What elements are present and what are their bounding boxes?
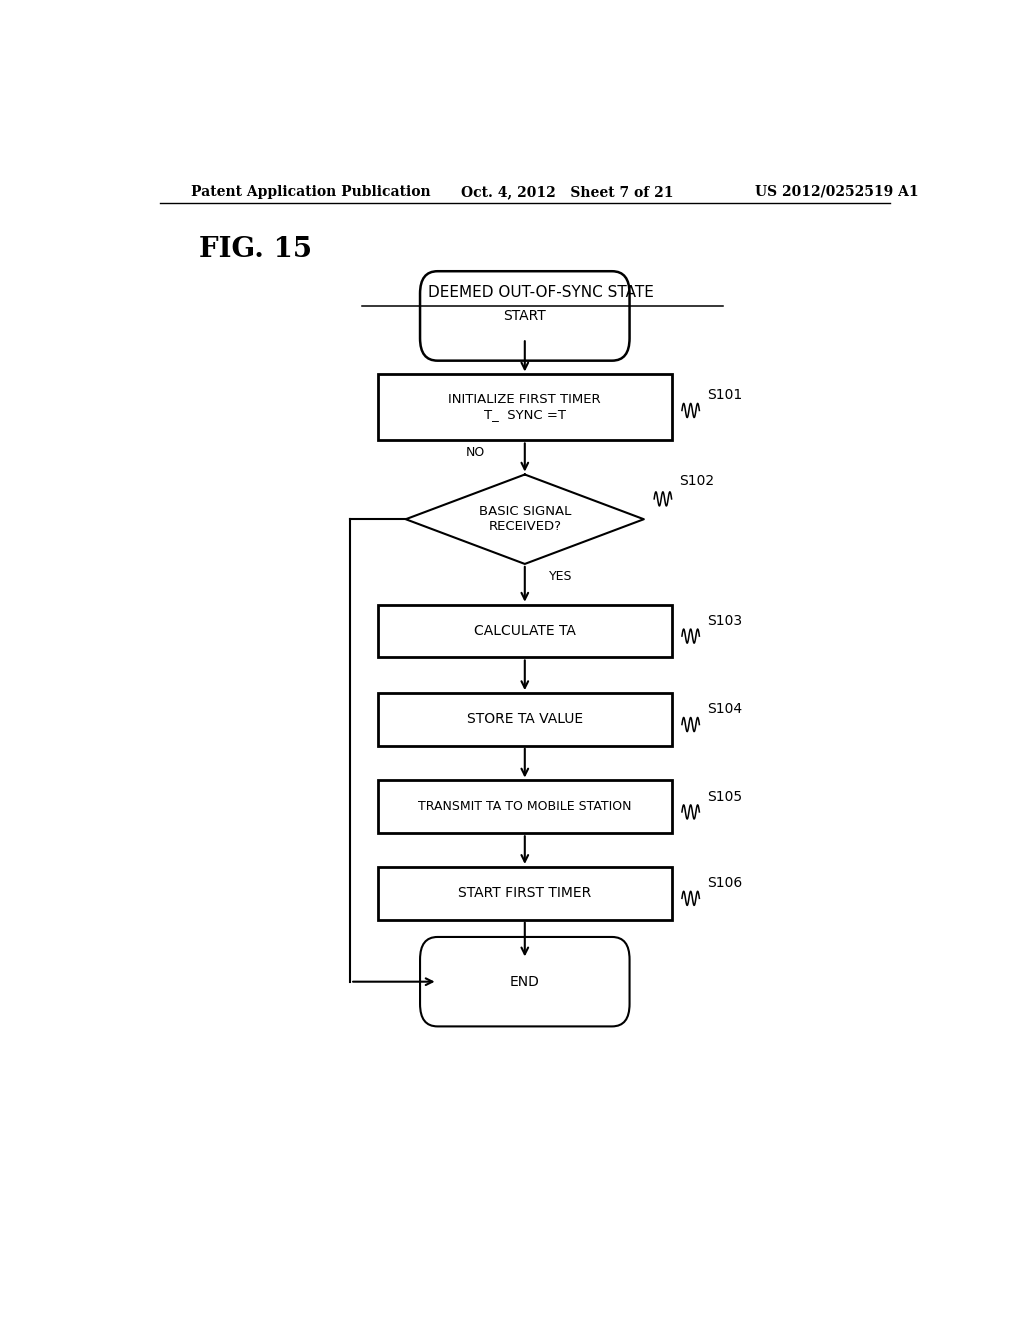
Bar	[378, 693, 672, 746]
Text: DEEMED OUT-OF-SYNC STATE: DEEMED OUT-OF-SYNC STATE	[428, 285, 653, 300]
Bar	[378, 375, 672, 441]
Text: YES: YES	[549, 570, 572, 582]
Bar	[378, 867, 672, 920]
FancyBboxPatch shape	[420, 937, 630, 1027]
Text: START: START	[504, 309, 546, 323]
Text: CALCULATE TA: CALCULATE TA	[474, 624, 575, 638]
Text: BASIC SIGNAL
RECEIVED?: BASIC SIGNAL RECEIVED?	[478, 506, 571, 533]
FancyBboxPatch shape	[420, 271, 630, 360]
Text: S102: S102	[680, 474, 715, 487]
Text: US 2012/0252519 A1: US 2012/0252519 A1	[755, 185, 919, 199]
Bar	[378, 605, 672, 657]
Text: STORE TA VALUE: STORE TA VALUE	[467, 713, 583, 726]
Text: INITIALIZE FIRST TIMER
T_  SYNC =T: INITIALIZE FIRST TIMER T_ SYNC =T	[449, 393, 601, 421]
Text: S105: S105	[708, 789, 742, 804]
Text: Oct. 4, 2012   Sheet 7 of 21: Oct. 4, 2012 Sheet 7 of 21	[461, 185, 674, 199]
Bar	[378, 780, 672, 833]
Text: END: END	[510, 974, 540, 989]
Text: NO: NO	[466, 446, 485, 459]
Text: FIG. 15: FIG. 15	[200, 236, 312, 264]
Text: S101: S101	[708, 388, 742, 403]
Text: Patent Application Publication: Patent Application Publication	[191, 185, 431, 199]
Text: TRANSMIT TA TO MOBILE STATION: TRANSMIT TA TO MOBILE STATION	[418, 800, 632, 813]
Text: S103: S103	[708, 614, 742, 628]
Text: START FIRST TIMER: START FIRST TIMER	[458, 886, 592, 900]
Text: S106: S106	[708, 876, 742, 890]
Text: S104: S104	[708, 702, 742, 717]
